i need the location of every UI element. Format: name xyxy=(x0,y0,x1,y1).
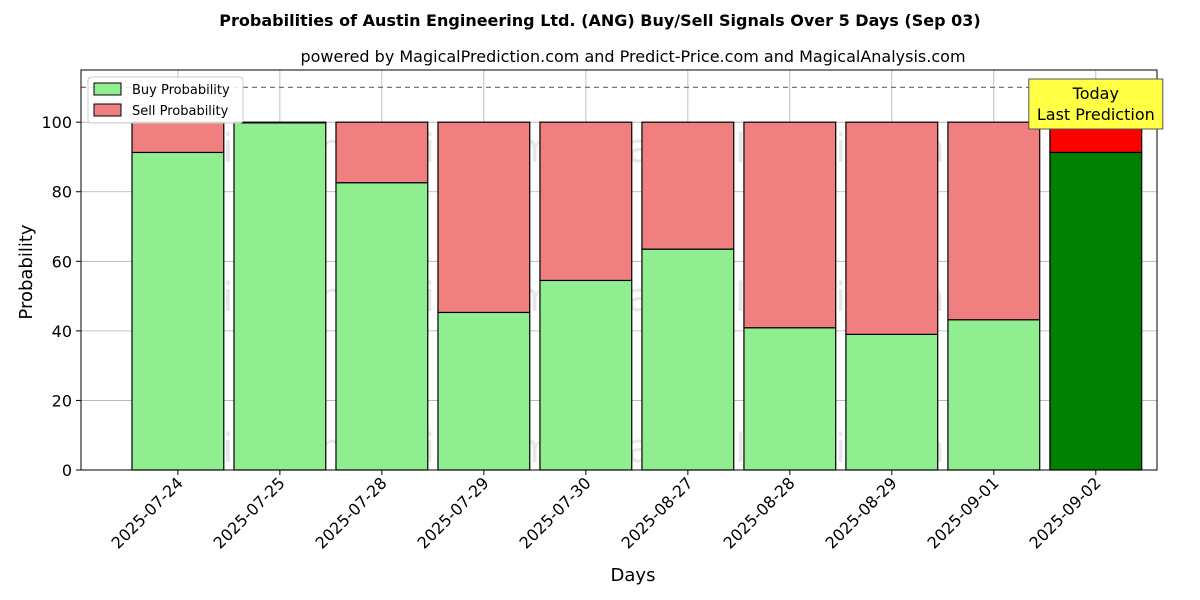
sell-bar xyxy=(743,121,837,329)
buy-bar xyxy=(335,182,429,471)
sell-bar xyxy=(641,121,735,250)
x-tick-label: 2025-08-29 xyxy=(821,473,900,552)
legend: Buy Probability Sell Probability xyxy=(87,76,244,124)
buy-bar xyxy=(131,151,225,471)
chart-title: Probabilities of Austin Engineering Ltd.… xyxy=(219,11,980,30)
legend-swatch-buy xyxy=(93,82,122,96)
y-tick-label: 100 xyxy=(41,113,72,132)
y-tick-label: 80 xyxy=(52,183,72,202)
x-tick-label: 2025-07-29 xyxy=(414,473,493,552)
y-tick-label: 0 xyxy=(62,461,72,480)
sell-bar xyxy=(131,121,225,154)
plot-frame xyxy=(80,69,1158,471)
annotation-box xyxy=(1028,78,1164,130)
x-tick-label: 2025-07-24 xyxy=(108,473,187,552)
buy-bar xyxy=(233,122,327,471)
buy-bar xyxy=(845,333,939,471)
sell-bar xyxy=(947,121,1041,321)
buy-bar xyxy=(743,327,837,471)
y-tick-label: 40 xyxy=(52,322,72,341)
x-tick-label: 2025-08-27 xyxy=(617,473,696,552)
sell-bar xyxy=(437,121,531,314)
buy-bar xyxy=(641,248,735,471)
y-tick-label: 60 xyxy=(52,252,72,271)
y-tick-label: 20 xyxy=(52,391,72,410)
x-tick-label: 2025-09-02 xyxy=(1025,473,1104,552)
legend-label-sell: Sell Probability xyxy=(132,104,229,119)
sell-bar xyxy=(539,121,633,282)
buy-bar xyxy=(1049,151,1143,471)
chart-subtitle: powered by MagicalPrediction.com and Pre… xyxy=(300,47,965,66)
legend-box xyxy=(87,76,244,124)
buy-bar xyxy=(539,279,633,471)
x-axis-label: Days xyxy=(611,565,656,586)
sell-bar xyxy=(233,121,327,124)
bars xyxy=(131,121,1143,471)
x-tick-label: 2025-07-28 xyxy=(312,473,391,552)
y-axis-label: Probability xyxy=(16,224,37,319)
today-annotation: Today Last Prediction xyxy=(1028,78,1164,130)
buy-bar xyxy=(437,311,531,471)
x-tick-label: 2025-07-30 xyxy=(515,473,594,552)
sell-bar xyxy=(845,121,939,335)
x-tick-label: 2025-08-28 xyxy=(719,473,798,552)
sell-bar xyxy=(335,121,429,184)
buy-bar xyxy=(947,319,1041,471)
legend-swatch-sell xyxy=(93,103,122,117)
x-tick-label: 2025-09-01 xyxy=(923,473,1002,552)
legend-label-buy: Buy Probability xyxy=(132,83,230,98)
annotation-line-1: Today xyxy=(1072,84,1119,103)
annotation-line-2: Last Prediction xyxy=(1037,105,1155,124)
x-tick-label: 2025-07-25 xyxy=(210,473,289,552)
